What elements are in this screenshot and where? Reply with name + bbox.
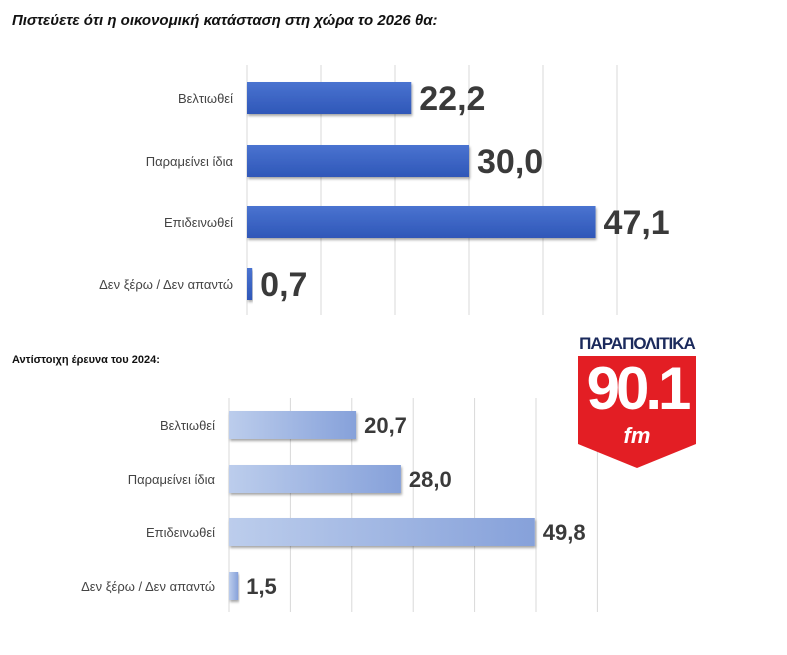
bar-0-1 xyxy=(247,145,469,177)
bar-0-3 xyxy=(247,268,253,300)
logo-shield-shape xyxy=(578,356,696,468)
chart-title-2024: Αντίστοιχη έρευνα του 2024: xyxy=(12,354,160,366)
category-label: Παραμείνει ίδια xyxy=(128,472,216,487)
category-label: Επιδεινωθεί xyxy=(164,215,233,230)
chart-title-2026: Πιστεύετε ότι η οικονομική κατάσταση στη… xyxy=(12,12,438,29)
category-label: Δεν ξέρω / Δεν απαντώ xyxy=(81,579,215,594)
value-label: 49,8 xyxy=(543,520,586,545)
bar-1-1 xyxy=(229,465,401,493)
bar-1-3 xyxy=(229,572,239,600)
bar-1-0 xyxy=(229,411,357,439)
value-label: 28,0 xyxy=(409,467,452,492)
bar-1-2 xyxy=(229,518,535,546)
bar-0-0 xyxy=(247,82,412,114)
logo-top-text: ΠΑΡΑΠΟΛΙΤΙΚΑ xyxy=(579,334,696,353)
value-label: 47,1 xyxy=(604,204,670,242)
category-label: Βελτιωθεί xyxy=(160,418,215,433)
logo-fm: fm xyxy=(623,423,651,448)
parapolitika-logo: ΠΑΡΑΠΟΛΙΤΙΚΑ 90.1 fm xyxy=(576,334,698,468)
value-label: 20,7 xyxy=(364,413,407,438)
value-label: 30,0 xyxy=(477,143,543,181)
category-label: Επιδεινωθεί xyxy=(146,525,215,540)
category-label: Βελτιωθεί xyxy=(178,91,233,106)
category-label: Παραμείνει ίδια xyxy=(146,154,234,169)
bar-0-2 xyxy=(247,206,596,238)
value-label: 0,7 xyxy=(260,266,307,304)
category-label: Δεν ξέρω / Δεν απαντώ xyxy=(99,277,233,292)
value-label: 22,2 xyxy=(419,80,485,118)
logo-shield: 90.1 fm xyxy=(576,356,698,468)
logo-number: 90.1 xyxy=(586,355,692,422)
value-label: 1,5 xyxy=(246,574,277,599)
